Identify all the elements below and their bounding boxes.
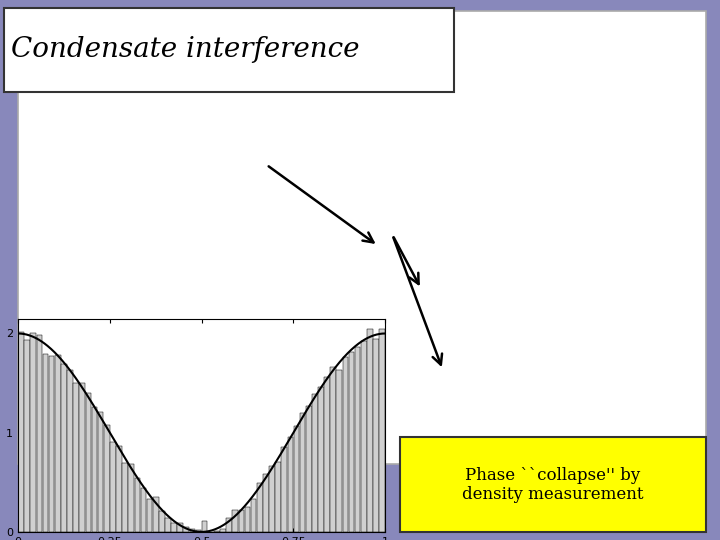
Bar (287, 437, 293, 532)
Bar (165, 518, 171, 532)
Bar (269, 465, 275, 532)
Bar (79, 383, 85, 532)
Bar (91, 407, 97, 532)
Bar (177, 523, 183, 532)
Bar (245, 507, 251, 532)
Bar (275, 462, 281, 532)
Bar (300, 413, 305, 532)
Bar (147, 498, 153, 532)
Bar (73, 383, 79, 532)
Bar (233, 510, 238, 532)
Bar (226, 518, 232, 532)
Bar (220, 529, 226, 532)
Bar (202, 521, 207, 532)
Bar (257, 483, 263, 532)
Bar (184, 526, 189, 532)
Bar (110, 442, 116, 532)
Bar (336, 370, 342, 532)
Bar (67, 370, 73, 532)
Bar (282, 447, 287, 532)
Bar (343, 357, 348, 532)
Bar (122, 463, 128, 532)
Bar (104, 425, 109, 532)
Bar (348, 352, 354, 532)
Bar (116, 447, 122, 532)
Bar (306, 406, 312, 532)
Bar (37, 335, 42, 532)
Bar (18, 11, 706, 464)
Bar (324, 377, 330, 532)
Bar (18, 332, 24, 532)
Text: Phase ``collapse'' by
density measurement: Phase ``collapse'' by density measuremen… (462, 467, 644, 503)
Bar (196, 530, 202, 532)
Text: Condensate interference: Condensate interference (11, 36, 359, 63)
Bar (135, 478, 140, 532)
Bar (49, 356, 55, 532)
Bar (153, 497, 158, 532)
Bar (238, 510, 244, 532)
Bar (318, 387, 324, 532)
Bar (128, 464, 134, 532)
Bar (98, 411, 104, 532)
Bar (159, 510, 165, 532)
Bar (30, 333, 36, 532)
Bar (367, 329, 373, 532)
Bar (24, 340, 30, 532)
Bar (400, 437, 706, 532)
Bar (171, 523, 177, 532)
Bar (61, 364, 67, 532)
Bar (251, 499, 256, 532)
Bar (55, 355, 60, 532)
Bar (330, 367, 336, 532)
Bar (86, 393, 91, 532)
Bar (312, 394, 318, 532)
Bar (373, 339, 379, 532)
Bar (361, 341, 366, 532)
Bar (214, 531, 220, 532)
Bar (189, 529, 195, 532)
Bar (4, 8, 454, 92)
Bar (42, 354, 48, 532)
Bar (379, 329, 385, 532)
Bar (355, 347, 361, 532)
Bar (140, 488, 146, 532)
Bar (294, 427, 300, 532)
Bar (263, 474, 269, 532)
